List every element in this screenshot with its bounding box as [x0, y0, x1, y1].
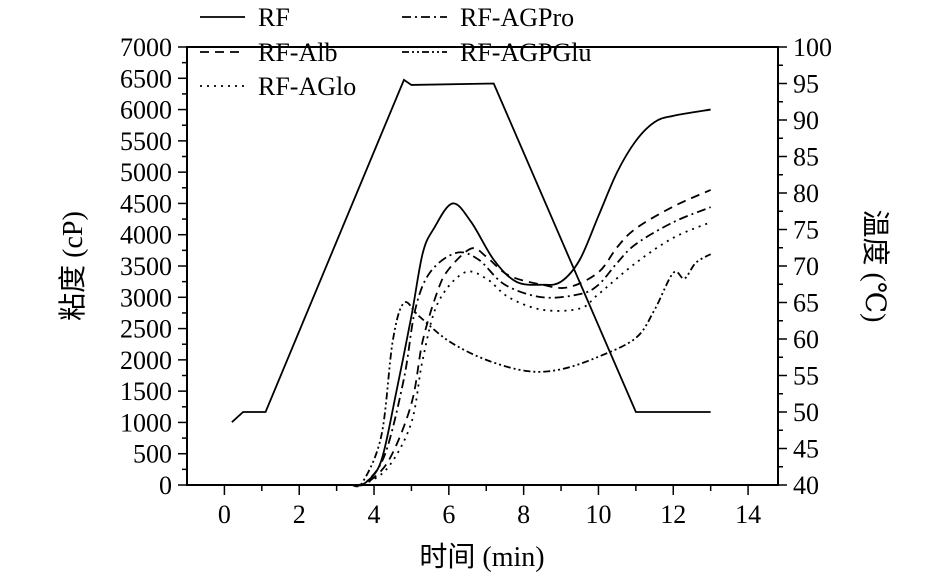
y2-tick-label: 85: [793, 143, 819, 172]
y2-tick-label: 50: [793, 398, 819, 427]
series-line-rf-aglo: [355, 221, 712, 487]
axes: 0 2 4 6 8 10 12 1405001000150020002500300035004…: [120, 33, 832, 529]
y-tick-label: 0: [159, 471, 172, 500]
series-line-rf: [355, 108, 711, 486]
y2-tick-label: 100: [793, 33, 832, 62]
y2-tick-label: 40: [793, 471, 819, 500]
y2-tick-label: 95: [793, 70, 819, 99]
x-tick-label: 6: [442, 500, 455, 529]
y-tick-label: 6000: [120, 96, 172, 125]
x-tick-label: 4: [368, 500, 381, 529]
legend: RF RF-Alb RF-AGlo RF-AGPro RF-AGPGlu: [200, 3, 591, 101]
y2-tick-label: 60: [793, 325, 819, 354]
series-line-rf-agpglu: [351, 253, 712, 488]
legend-label: RF-AGPro: [460, 3, 574, 32]
series-line-rf-agpro: [355, 206, 712, 487]
legend-label: RF-Alb: [258, 38, 337, 67]
y2-tick-label: 70: [793, 252, 819, 281]
x-tick-label: 10: [585, 500, 611, 529]
y2-tick-label: 65: [793, 289, 819, 318]
y-tick-label: 5000: [120, 158, 172, 187]
x-tick-label: 12: [660, 500, 686, 529]
y-tick-label: 4500: [120, 189, 172, 218]
x-tick-label: 8: [517, 500, 530, 529]
x-tick-label: 2: [293, 500, 306, 529]
x-axis-title: 时间 (min): [419, 541, 544, 573]
curves: [231, 78, 712, 488]
y-tick-label: 3500: [120, 252, 172, 281]
series-line-rf-alb: [355, 189, 712, 487]
y-axis-title: 粘度 (cP): [57, 211, 89, 321]
y2-tick-label: 90: [793, 106, 819, 135]
y-tick-label: 500: [133, 440, 172, 469]
y-tick-label: 2500: [120, 315, 172, 344]
y-tick-label: 5500: [120, 127, 172, 156]
y-tick-label: 4000: [120, 221, 172, 250]
y2-axis-title: 温度 (℃): [859, 210, 891, 323]
legend-label: RF: [258, 3, 290, 32]
legend-label: RF-AGlo: [258, 72, 356, 101]
y-tick-label: 2000: [120, 346, 172, 375]
y2-tick-label: 75: [793, 216, 819, 245]
y2-tick-label: 80: [793, 179, 819, 208]
y-tick-label: 6500: [120, 64, 172, 93]
y-tick-label: 7000: [120, 33, 172, 62]
series-line-temperature: [231, 78, 711, 423]
y2-tick-label: 55: [793, 362, 819, 391]
y-tick-label: 3000: [120, 283, 172, 312]
y2-tick-label: 45: [793, 435, 819, 464]
y-tick-label: 1500: [120, 377, 172, 406]
y-tick-label: 1000: [120, 408, 172, 437]
x-tick-label: 14: [735, 500, 761, 529]
x-tick-label: 0: [218, 500, 231, 529]
legend-label: RF-AGPGlu: [460, 38, 591, 67]
